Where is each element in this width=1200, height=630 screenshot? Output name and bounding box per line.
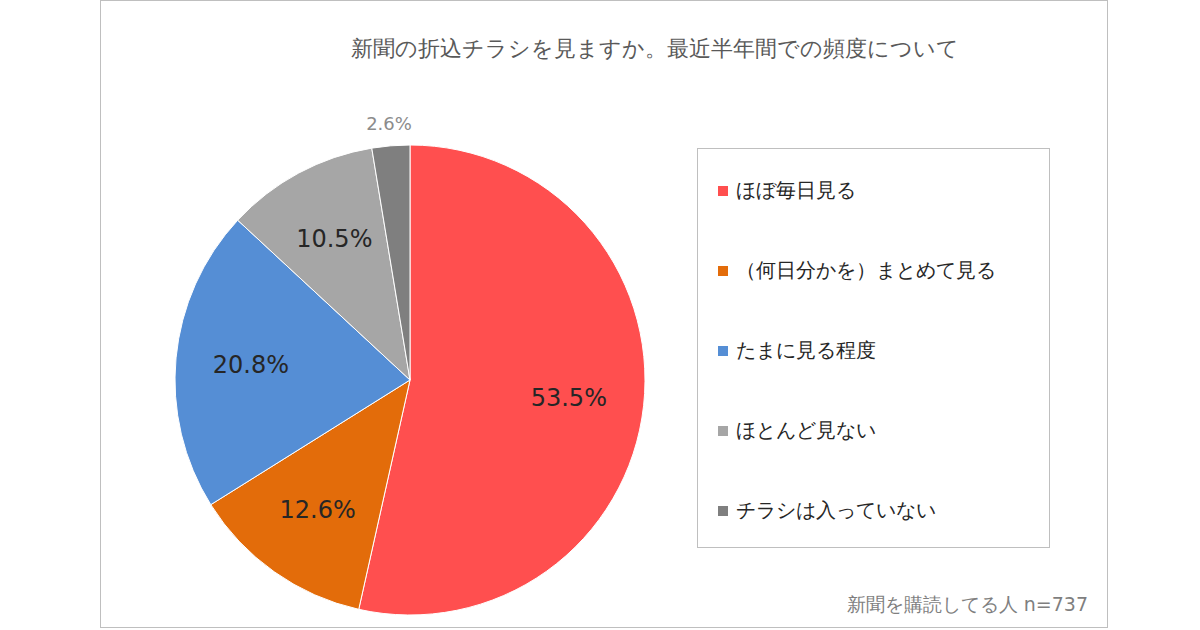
svg-text:10.5%: 10.5% [296, 225, 372, 253]
html-text:ほぼ毎日見る: ほぼ毎日見る [736, 178, 856, 202]
html-text:新聞の折込チラシを見ますか。最近半年間での頻度について: 新聞の折込チラシを見ますか。最近半年間での頻度について [351, 36, 959, 61]
svg-text:12.6%: 12.6% [280, 496, 356, 524]
html-text:たまに見る程度: たまに見る程度 [736, 338, 876, 362]
html-text:ほとんど見ない: ほとんど見ない [736, 418, 876, 442]
html-text:チラシは入っていない: チラシは入っていない [736, 498, 936, 522]
svg-text:53.5%: 53.5% [531, 384, 607, 412]
html-text:（何日分かを）まとめて見る: （何日分かを）まとめて見る [736, 258, 996, 282]
svg-text:20.8%: 20.8% [213, 351, 289, 379]
html-text:新聞を購読してる人 n=737: 新聞を購読してる人 n=737 [846, 593, 1088, 615]
svg-text:2.6%: 2.6% [366, 113, 412, 134]
